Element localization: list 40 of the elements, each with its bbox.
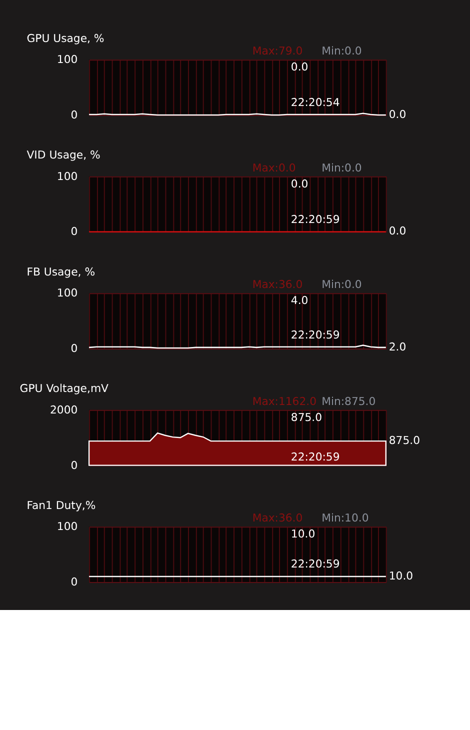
- y-tick-label: 0: [70, 576, 78, 589]
- y-tick-label: 0: [70, 458, 78, 472]
- text: 0.0: [388, 224, 406, 238]
- annotation: 4.0: [290, 294, 308, 308]
- text: 10.0: [388, 569, 414, 582]
- y-tick-label: 2000: [50, 403, 78, 416]
- annotation: 22:20:54: [290, 96, 340, 110]
- text: Max:79.0: [252, 44, 303, 58]
- text: 875.0: [388, 434, 420, 448]
- text: Max:0.0: [252, 161, 296, 174]
- annotation: 22:20:59: [290, 558, 340, 571]
- text: Min:0.0: [322, 44, 362, 58]
- y-tick-label: 100: [56, 286, 78, 300]
- annotation: 0.0: [290, 60, 308, 74]
- annotation: 22:20:59: [290, 450, 340, 464]
- annotation: 0.0: [290, 177, 308, 190]
- y-tick-label: 100: [56, 53, 78, 66]
- chart-title: VID Usage, %: [26, 148, 100, 162]
- text: Max:36.0: [252, 512, 303, 525]
- text: Min:10.0: [322, 512, 369, 525]
- text: Min:0.0: [322, 161, 362, 174]
- chart-title: GPU Voltage,mV: [20, 382, 110, 396]
- text: 0.0: [388, 108, 406, 121]
- chart-title: Fan1 Duty,%: [26, 498, 96, 512]
- chart-title: GPU Usage, %: [26, 32, 104, 45]
- text: Min:0.0: [322, 278, 362, 292]
- text: Max:36.0: [252, 278, 303, 292]
- y-tick-label: 0: [70, 225, 78, 238]
- annotation: 22:20:59: [290, 328, 340, 342]
- text: 2.0: [388, 340, 406, 354]
- text: Min:875.0: [322, 394, 376, 408]
- y-tick-label: 0: [70, 342, 78, 355]
- y-tick-label: 100: [56, 520, 78, 534]
- chart-title: FB Usage, %: [26, 265, 96, 278]
- annotation: 22:20:59: [290, 212, 340, 226]
- text: Max:1162.0: [252, 394, 317, 408]
- y-tick-label: 0: [70, 108, 78, 122]
- annotation: 10.0: [290, 528, 316, 541]
- annotation: 875.0: [290, 410, 322, 424]
- y-tick-label: 100: [56, 170, 78, 183]
